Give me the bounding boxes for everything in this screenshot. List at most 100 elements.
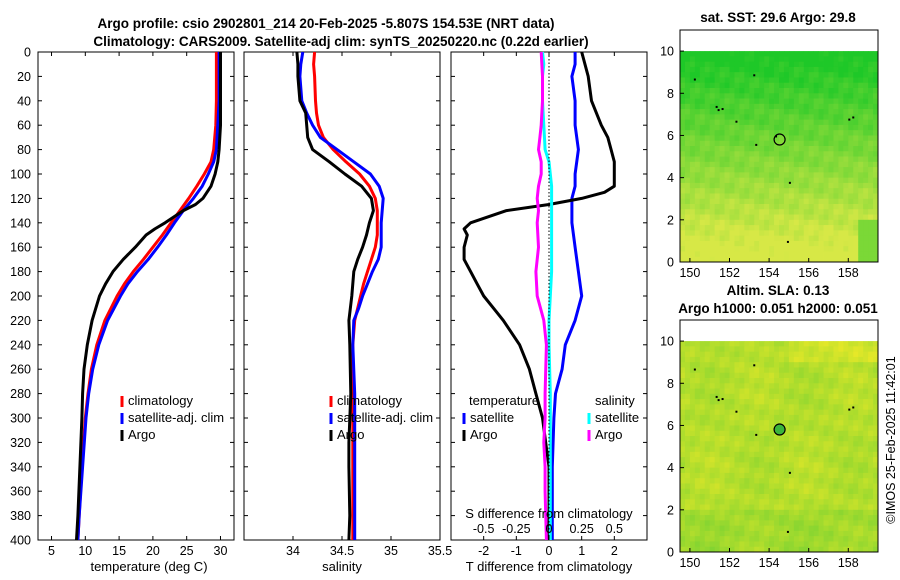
map-cell [788, 193, 795, 200]
map-cell [684, 88, 691, 94]
map-cell [709, 530, 716, 537]
map-cell [764, 436, 770, 442]
map-cell [709, 93, 716, 99]
map-cell [863, 404, 869, 411]
map-cell [873, 66, 879, 73]
map-cell [813, 530, 819, 537]
map-cell [734, 499, 740, 505]
map-cell [808, 520, 815, 527]
map-cell [714, 378, 720, 384]
map-cell [734, 172, 740, 179]
map-cell [724, 135, 730, 142]
map-cell [838, 182, 844, 189]
map-cell [783, 140, 790, 147]
map-cell [783, 156, 790, 163]
map-cell [803, 509, 810, 516]
map-cell [749, 383, 755, 389]
map-cell [823, 546, 829, 553]
map-cell [734, 214, 740, 221]
map-cell [744, 356, 750, 363]
map-cell [853, 193, 859, 200]
map-cell [724, 451, 730, 458]
sst-map-panel: sat. SST: 29.6 Argo: 29.8 150 152 154 156 15… [660, 10, 879, 280]
map-cell [823, 124, 829, 131]
map-cell [803, 146, 810, 152]
map-cell [709, 378, 716, 384]
map-cell [803, 225, 810, 231]
map-cell [863, 109, 869, 115]
map-cell [714, 167, 720, 173]
map-cell [779, 378, 785, 384]
map-cell [803, 246, 810, 252]
map-cell [843, 256, 849, 263]
map-cell [873, 356, 879, 363]
map-cell [873, 119, 879, 126]
map-cell [843, 351, 849, 358]
map-cell [699, 483, 706, 490]
map-cell [689, 472, 696, 479]
map-cell [689, 367, 696, 374]
map-cell [729, 393, 735, 400]
map-cell [684, 214, 691, 221]
map-cell [774, 346, 780, 353]
map-cell [808, 140, 815, 147]
map-cell [719, 457, 725, 463]
map-cell [788, 251, 795, 258]
map-cell [863, 383, 869, 389]
map-cell [769, 66, 775, 73]
map-cell [873, 425, 879, 432]
map-cell [709, 388, 716, 395]
map-cell [803, 66, 810, 73]
map-cell [754, 457, 760, 463]
map-cell [709, 167, 716, 173]
map-cell [769, 198, 775, 205]
map-cell [818, 351, 824, 358]
map-cell [724, 103, 730, 110]
map-cell [759, 61, 765, 68]
map-cell [749, 499, 755, 505]
map-cell [838, 198, 844, 205]
map-cell [749, 98, 755, 105]
map-cell [724, 393, 730, 400]
map-cell [833, 467, 839, 474]
map-cell [689, 509, 696, 516]
map-cell [719, 441, 725, 447]
map-cell [744, 346, 750, 353]
map-cell [793, 351, 800, 358]
map-cell [694, 515, 701, 521]
map-cell [774, 451, 780, 458]
map-cell [680, 520, 686, 527]
map-cell [694, 230, 701, 237]
map-cell [843, 425, 849, 432]
map-cell [680, 399, 686, 405]
map-cell [684, 66, 691, 73]
map-cell [729, 167, 735, 173]
map-cell [803, 204, 810, 210]
map-cell [803, 193, 810, 200]
map-cell [744, 409, 750, 416]
map-cell [744, 467, 750, 474]
map-cell [699, 378, 706, 384]
map-cell [734, 246, 740, 252]
map-cell [749, 56, 755, 63]
map-cell [724, 124, 730, 131]
map-cell [759, 393, 765, 400]
map-cell [818, 246, 824, 252]
map-cell [689, 172, 696, 179]
map-cell [848, 372, 854, 379]
map-cell [774, 509, 780, 516]
map-cell [779, 256, 785, 263]
map-cell [828, 182, 834, 189]
map-cell [684, 161, 691, 168]
map-cell [833, 219, 839, 226]
map-cell [709, 140, 716, 147]
map-cell [699, 167, 706, 173]
map-cell [863, 114, 869, 121]
map-cell [714, 483, 720, 490]
map-cell [699, 124, 706, 131]
map-cell [783, 114, 790, 121]
map-cell [734, 436, 740, 442]
map-cell [744, 177, 750, 184]
map-cell [868, 367, 874, 374]
map-cell [858, 520, 864, 527]
